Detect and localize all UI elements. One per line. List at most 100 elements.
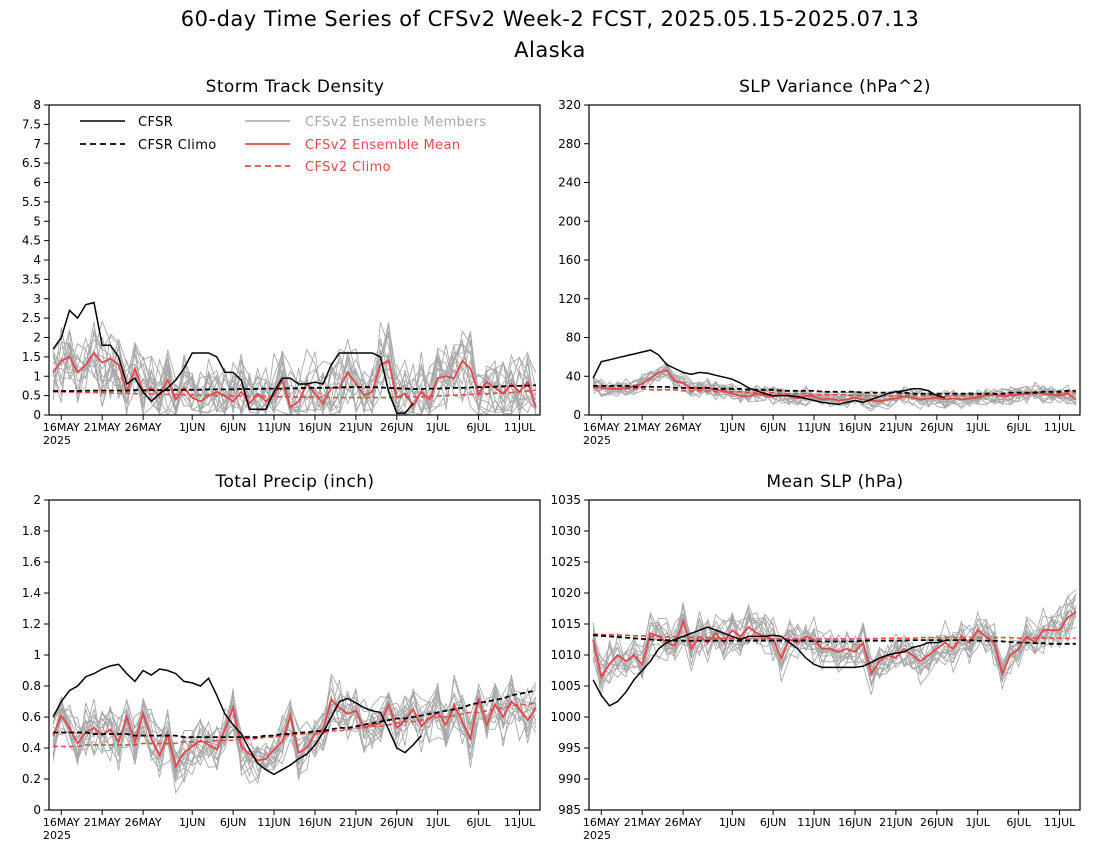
y-tick-label: 8 [33,98,41,112]
x-tick-label: 16MAY [583,421,620,434]
y-tick-label: 5 [33,214,41,228]
y-tick-label: 0 [33,408,41,422]
x-tick-label: 26MAY [125,421,162,434]
y-tick-label: 240 [558,176,581,190]
x-tick-label: 6JUN [760,421,787,434]
x-tick-label: 16JUN [838,421,872,434]
ensemble-member-line [52,333,537,416]
x-tick-label: 6JUL [1006,421,1031,434]
x-tick-label: 6JUN [220,421,247,434]
x-tick-label: 26JUN [380,421,414,434]
x-tick-label: 6JUN [760,816,787,829]
x-tick-label: 6JUL [466,816,491,829]
ensemble-members-0 [52,319,537,417]
y-tick-label: 7 [33,137,41,151]
y-tick-label: 1005 [550,679,581,693]
series-line-cfsr-climo [53,689,537,738]
series-line-cfsv2-ensemble-mean [592,610,1077,679]
x-tick-label: 1JUL [965,816,990,829]
y-tick-label: 280 [558,137,581,151]
y-tick-label: 6 [33,176,41,190]
y-tick-label: 0.4 [22,741,41,755]
y-tick-label: 990 [558,772,581,786]
x-tick-label: 26MAY [125,816,162,829]
x-tick-label: 21MAY [624,816,661,829]
x-tick-label: 16JUN [298,816,332,829]
series-line-cfsr [52,663,422,776]
x-tick-label: 1JUL [425,816,450,829]
y-tick-label: 320 [558,98,581,112]
y-tick-label: 1 [33,369,41,383]
x-tick-label: 21JUN [339,816,373,829]
y-tick-label: 0.6 [22,710,41,724]
y-tick-label: 0 [573,408,581,422]
legend-label-ens-mean: CFSv2 Ensemble Mean [305,138,461,153]
x-tick-label: 21JUN [879,421,913,434]
y-tick-label: 1.6 [22,555,41,569]
chart-panel-2: 0 0.2 0.4 0.6 0.8 1 1.2 1.4 1.6 1.8 2 16MAY 21MAY 26M… [22,493,541,842]
x-tick-label: 11JUN [257,816,291,829]
x-tick-label: 21JUN [879,816,913,829]
x-tick-label: 11JUL [1044,421,1076,434]
x-tick-label: 26MAY [665,421,702,434]
x-tick-label: 11JUL [504,816,536,829]
x-tick-label: 26JUN [920,816,954,829]
y-tick-label: 1000 [550,710,581,724]
x-tick-label: 6JUL [466,421,491,434]
y-tick-label: 2.5 [22,311,41,325]
y-tick-label: 1010 [550,648,581,662]
y-tick-label: 120 [558,292,581,306]
series-line-cfsr-climo [593,384,1076,395]
series-line-cfsr [52,301,414,414]
y-tick-label: 0 [33,803,41,817]
chart-panel-1: 0 40 80 120 160 200 240 280 320 16MAY 21MAY 26MAY 1J… [558,98,1081,447]
y-tick-label: 7.5 [22,117,41,131]
y-tick-label: 1.8 [22,524,41,538]
x-year-label: 2025 [43,829,71,842]
chart-panel-0: 0 0.5 1 1.5 2 2.5 3 3.5 4 4.5 5 5.5 6 6.5 7 7.5 8 16MAY 21… [22,98,541,447]
y-tick-label: 200 [558,214,581,228]
x-tick-label: 21JUN [339,421,373,434]
x-tick-label: 6JUN [220,816,247,829]
x-tick-label: 6JUL [1006,816,1031,829]
y-tick-label: 80 [566,331,581,345]
panel-title-total-precip: Total Precip (inch) [215,472,375,492]
plot-frame [48,499,541,811]
panel-title-slp-variance: SLP Variance (hPa^2) [739,77,931,97]
y-tick-label: 1015 [550,617,581,631]
page-subtitle: Alaska [514,38,586,62]
y-tick-label: 4 [33,253,41,267]
y-tick-label: 2 [33,331,41,345]
y-tick-label: 0.8 [22,679,41,693]
panel-title-mean-slp: Mean SLP (hPa) [766,472,903,492]
x-tick-label: 11JUN [797,421,831,434]
series-line-cfsv2-ensemble-mean [52,351,537,409]
ensemble-member-line [592,367,1077,412]
ensemble-member-line [592,594,1077,690]
y-tick-label: 40 [566,369,581,383]
y-tick-label: 0.2 [22,772,41,786]
x-tick-label: 1JUN [719,421,746,434]
x-tick-label: 1JUL [965,421,990,434]
x-tick-label: 1JUN [719,816,746,829]
x-tick-label: 1JUL [425,421,450,434]
x-tick-label: 11JUL [504,421,536,434]
legend-label-cfsv2-climo: CFSv2 Climo [305,160,391,175]
x-tick-label: 1JUN [179,816,206,829]
x-year-label: 2025 [583,434,611,447]
y-tick-label: 3 [33,292,41,306]
x-tick-label: 11JUN [257,421,291,434]
y-tick-label: 1 [33,648,41,662]
x-tick-label: 21MAY [84,816,121,829]
legend-label-members: CFSv2 Ensemble Members [305,115,487,130]
x-tick-label: 16MAY [43,816,80,829]
x-year-label: 2025 [583,829,611,842]
ensemble-member-line [52,677,536,783]
x-tick-label: 26MAY [665,816,702,829]
x-tick-label: 11JUL [1044,816,1076,829]
y-tick-label: 2 [33,493,41,507]
legend-label-cfsr: CFSR [138,115,173,130]
y-tick-label: 3.5 [22,272,41,286]
y-tick-label: 1020 [550,586,581,600]
